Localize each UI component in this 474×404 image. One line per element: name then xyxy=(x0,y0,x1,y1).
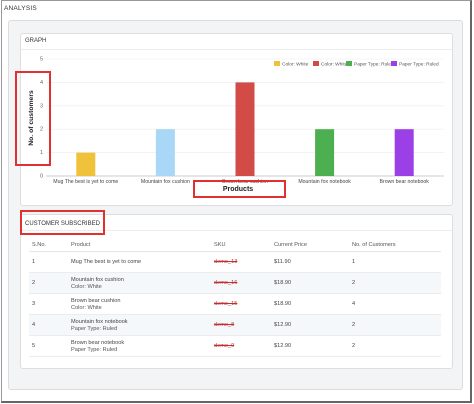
customers-title: CUSTOMER SUBSCRIBED xyxy=(25,221,100,227)
col-product: Product xyxy=(68,238,211,252)
y-tick-label: 4 xyxy=(40,80,43,86)
cell-product: Mountain fox cushion Color: White xyxy=(68,272,211,294)
product-link[interactable]: Mountain fox notebook xyxy=(71,318,128,325)
cell-sno: 1 xyxy=(29,251,68,273)
cell-sku: demo_8 xyxy=(211,314,271,336)
cell-sno: 4 xyxy=(29,314,68,336)
col-customers: No. of Customers xyxy=(349,238,441,252)
product-link[interactable]: Brown bear cushion xyxy=(71,297,121,304)
y-tick-label: 0 xyxy=(40,174,43,180)
cell-customers: 4 xyxy=(349,293,441,315)
y-tick-label: 2 xyxy=(40,127,43,133)
cell-price: $12.90 xyxy=(271,314,349,336)
sku-value: demo_16 xyxy=(214,280,238,286)
sku-value: demo_13 xyxy=(214,259,238,265)
bar xyxy=(235,82,255,176)
cell-price: $12.90 xyxy=(271,335,349,357)
cell-price: $18.90 xyxy=(271,272,349,294)
cell-sno: 5 xyxy=(29,335,68,357)
page-title: ANALYSIS xyxy=(4,5,37,12)
xlabel-highlight-box xyxy=(193,180,286,198)
graph-title: GRAPH xyxy=(25,38,47,44)
customers-title-highlight-box xyxy=(20,210,105,235)
x-tick-label: Mountain fox notebook xyxy=(298,179,351,185)
x-tick-label: Mug The best is yet to come xyxy=(53,179,118,185)
cell-sku: demo_13 xyxy=(211,251,271,273)
legend-swatch xyxy=(346,61,352,66)
table-row: 1 Mug The best is yet to come demo_13 $1… xyxy=(29,251,441,273)
cell-sno: 2 xyxy=(29,272,68,294)
legend-swatch xyxy=(313,61,319,66)
cell-sku: demo_16 xyxy=(211,272,271,294)
legend-label: Color: White xyxy=(282,62,309,68)
y-tick-label: 1 xyxy=(40,150,43,156)
sku-value: demo_9 xyxy=(214,343,235,349)
cell-sku: demo_15 xyxy=(211,293,271,315)
bar xyxy=(76,152,96,176)
x-tick-label: Brown bear cushion xyxy=(222,179,268,185)
variant-text: Color: White xyxy=(71,304,102,311)
variant-text: Color: White xyxy=(71,283,102,290)
variant-text: Paper Type: Ruled xyxy=(71,346,118,353)
cell-product: Brown bear notebook Paper Type: Ruled xyxy=(68,335,211,357)
graph-card-header: GRAPH xyxy=(21,34,452,50)
cell-sku: demo_9 xyxy=(211,335,271,357)
x-axis-label: Products xyxy=(223,186,253,193)
x-tick-label: Mountain fox cushion xyxy=(141,179,190,185)
table-row: 4 Mountain fox notebook Paper Type: Ruled… xyxy=(29,314,441,336)
bar xyxy=(315,129,335,176)
customers-card-header: CUSTOMER SUBSCRIBED xyxy=(21,215,452,231)
legend-label: Paper Type: Ruled xyxy=(354,62,394,68)
legend-swatch xyxy=(274,61,280,66)
product-link[interactable]: Brown bear notebook xyxy=(71,339,125,346)
cell-product: Mug The best is yet to come xyxy=(68,251,211,273)
product-link[interactable]: Mug The best is yet to come xyxy=(71,259,142,265)
customers-table: S.No. Product SKU Current Price No. of C… xyxy=(29,238,441,357)
variant-text: Paper Type: Ruled xyxy=(71,325,118,332)
cell-customers: 2 xyxy=(349,314,441,336)
cell-product: Mountain fox notebook Paper Type: Ruled xyxy=(68,314,211,336)
cell-price: $11.90 xyxy=(271,251,349,273)
legend-swatch xyxy=(391,61,397,66)
sku-value: demo_15 xyxy=(214,301,238,307)
ylabel-highlight-box xyxy=(15,71,51,166)
y-axis-label: No. of customers xyxy=(28,90,35,146)
product-link[interactable]: Mountain fox cushion xyxy=(71,276,124,283)
legend-label: Color: White xyxy=(321,62,348,68)
table-header-row: S.No. Product SKU Current Price No. of C… xyxy=(29,238,441,252)
sku-value: demo_8 xyxy=(214,322,235,328)
bar xyxy=(155,129,175,176)
cell-customers: 1 xyxy=(349,251,441,273)
col-sno: S.No. xyxy=(29,238,68,252)
legend-label: Paper Type: Ruled xyxy=(399,62,439,68)
y-tick-label: 5 xyxy=(40,57,43,63)
graph-card: GRAPH xyxy=(20,33,453,206)
cell-customers: 2 xyxy=(349,335,441,357)
cell-price: $18.90 xyxy=(271,293,349,315)
y-tick-label: 3 xyxy=(40,103,43,109)
x-tick-label: Brown bear notebook xyxy=(380,179,430,185)
table-row: 3 Brown bear cushion Color: White demo_15… xyxy=(29,293,441,315)
bar xyxy=(394,129,414,176)
table-row: 2 Mountain fox cushion Color: White demo_… xyxy=(29,272,441,294)
cell-sno: 3 xyxy=(29,293,68,315)
table-row: 5 Brown bear notebook Paper Type: Ruled d… xyxy=(29,335,441,357)
col-price: Current Price xyxy=(271,238,349,252)
cell-product: Brown bear cushion Color: White xyxy=(68,293,211,315)
cell-customers: 2 xyxy=(349,272,441,294)
col-sku: SKU xyxy=(211,238,271,252)
